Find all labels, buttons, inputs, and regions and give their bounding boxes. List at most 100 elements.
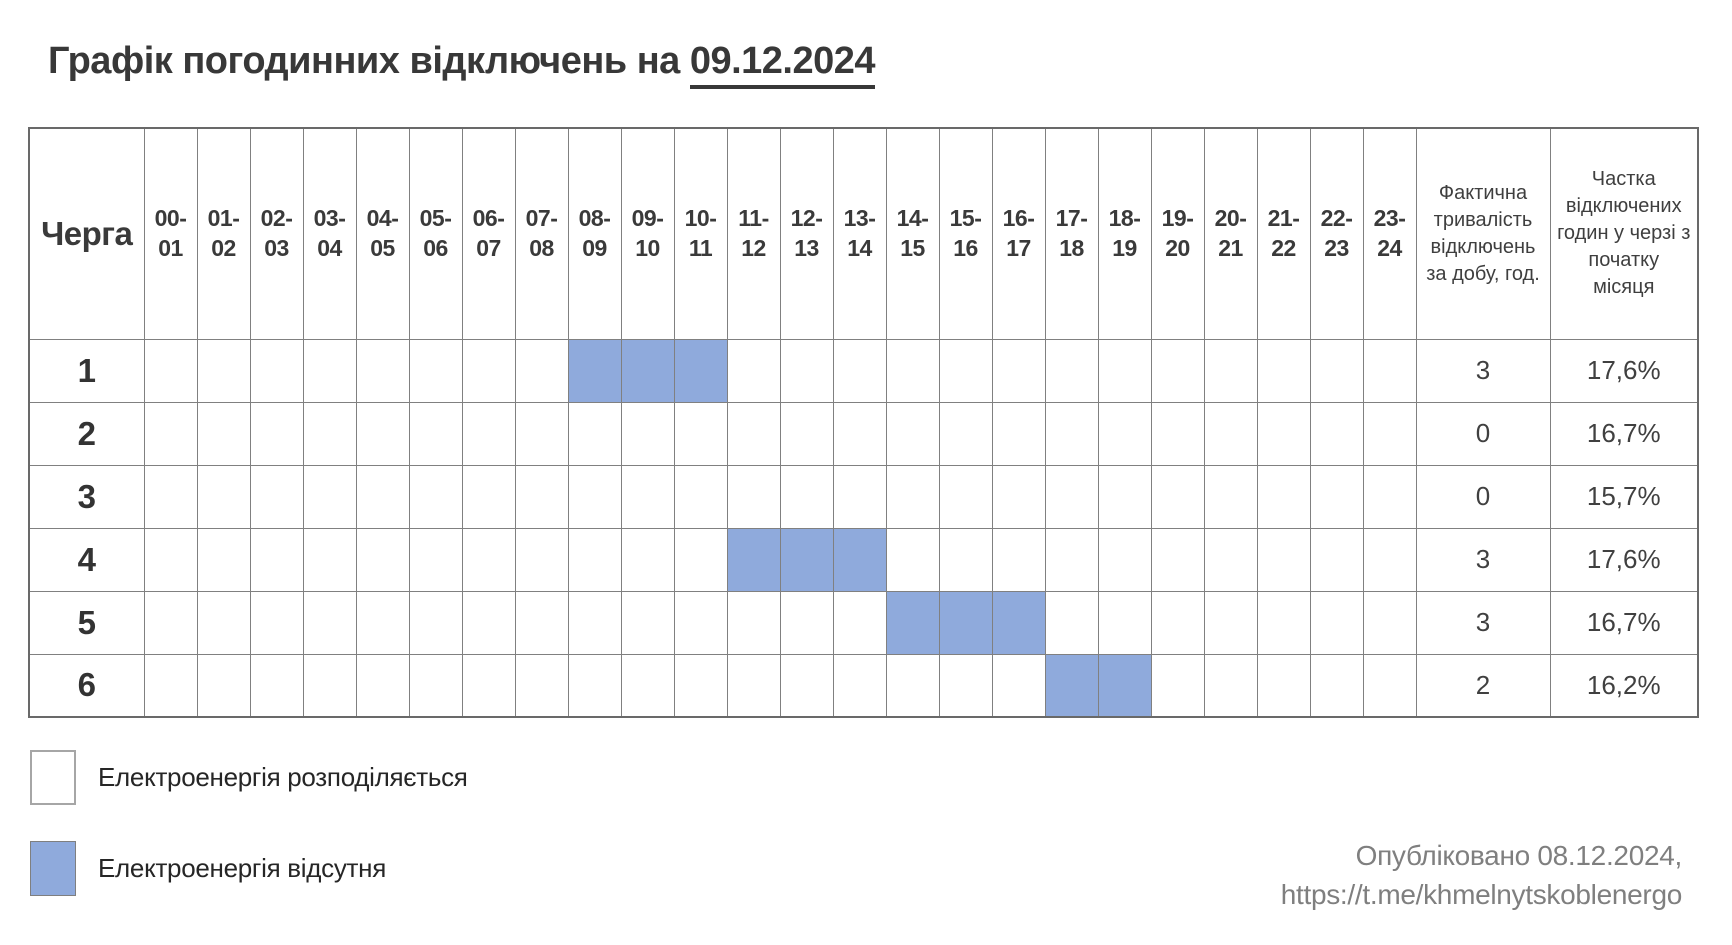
hour-column-header-15-16: 15- 16 xyxy=(938,127,993,340)
power-on-cell-queue3-20-21 xyxy=(1203,464,1258,529)
power-on-cell-queue2-04-05 xyxy=(355,401,410,466)
power-on-cell-queue2-16-17 xyxy=(991,401,1046,466)
hour-column-header-07-08: 07- 08 xyxy=(514,127,569,340)
power-on-cell-queue3-18-19 xyxy=(1097,464,1152,529)
power-on-cell-queue2-10-11 xyxy=(673,401,728,466)
power-on-cell-queue2-05-06 xyxy=(408,401,463,466)
power-on-cell-queue3-00-01 xyxy=(143,464,198,529)
power-on-cell-queue3-13-14 xyxy=(832,464,887,529)
queue-number: 4 xyxy=(28,527,145,592)
power-on-cell-queue4-16-17 xyxy=(991,527,1046,592)
power-on-cell-queue6-22-23 xyxy=(1309,653,1364,718)
duration-value: 3 xyxy=(1415,338,1551,403)
power-on-cell-queue4-03-04 xyxy=(302,527,357,592)
power-on-cell-queue2-18-19 xyxy=(1097,401,1152,466)
duration-value: 3 xyxy=(1415,590,1551,655)
power-on-cell-queue5-12-13 xyxy=(779,590,834,655)
power-on-cell-queue4-06-07 xyxy=(461,527,516,592)
hour-column-header-20-21: 20- 21 xyxy=(1203,127,1258,340)
outage-cell-queue5-16-17 xyxy=(991,590,1046,655)
power-on-cell-queue1-03-04 xyxy=(302,338,357,403)
power-on-cell-queue2-02-03 xyxy=(249,401,304,466)
power-on-cell-queue6-05-06 xyxy=(408,653,463,718)
power-on-cell-queue6-13-14 xyxy=(832,653,887,718)
outage-cell-queue6-17-18 xyxy=(1044,653,1099,718)
hour-column-header-18-19: 18- 19 xyxy=(1097,127,1152,340)
power-on-cell-queue6-15-16 xyxy=(938,653,993,718)
power-on-cell-queue2-22-23 xyxy=(1309,401,1364,466)
power-on-cell-queue6-10-11 xyxy=(673,653,728,718)
power-on-cell-queue6-06-07 xyxy=(461,653,516,718)
power-on-cell-queue3-15-16 xyxy=(938,464,993,529)
power-on-cell-queue1-19-20 xyxy=(1150,338,1205,403)
power-on-cell-queue5-21-22 xyxy=(1256,590,1311,655)
power-on-cell-queue5-11-12 xyxy=(726,590,781,655)
power-on-cell-queue4-20-21 xyxy=(1203,527,1258,592)
title-text: Графік погодинних відключень на xyxy=(48,40,690,82)
outage-cell-queue1-10-11 xyxy=(673,338,728,403)
power-on-cell-queue2-23-24 xyxy=(1362,401,1417,466)
outage-cell-queue5-14-15 xyxy=(885,590,940,655)
publication-note: Опубліковано 08.12.2024, https://t.me/kh… xyxy=(1281,836,1683,914)
power-on-cell-queue5-18-19 xyxy=(1097,590,1152,655)
power-on-cell-queue1-21-22 xyxy=(1256,338,1311,403)
power-on-cell-queue5-13-14 xyxy=(832,590,887,655)
power-on-cell-queue2-12-13 xyxy=(779,401,834,466)
outage-cell-queue5-15-16 xyxy=(938,590,993,655)
power-on-cell-queue3-03-04 xyxy=(302,464,357,529)
power-on-cell-queue3-06-07 xyxy=(461,464,516,529)
power-on-cell-queue5-22-23 xyxy=(1309,590,1364,655)
queue-number: 5 xyxy=(28,590,145,655)
queue-number: 1 xyxy=(28,338,145,403)
power-on-cell-queue1-17-18 xyxy=(1044,338,1099,403)
hour-column-header-03-04: 03- 04 xyxy=(302,127,357,340)
queue-number: 2 xyxy=(28,401,145,466)
power-on-cell-queue3-14-15 xyxy=(885,464,940,529)
hour-column-header-17-18: 17- 18 xyxy=(1044,127,1099,340)
queue-row-1: 1 3 17,6% xyxy=(28,338,1699,403)
queue-column-header: Черга xyxy=(28,127,145,340)
power-on-cell-queue6-08-09 xyxy=(567,653,622,718)
power-on-cell-queue3-11-12 xyxy=(726,464,781,529)
power-on-cell-queue3-16-17 xyxy=(991,464,1046,529)
header-row: Черга 00- 01 01- 02 02- 03 03- 04 04- 05 05- 06 06- 0… xyxy=(28,127,1699,340)
hour-column-header-00-01: 00- 01 xyxy=(143,127,198,340)
outage-cell-queue1-08-09 xyxy=(567,338,622,403)
power-on-cell-queue4-23-24 xyxy=(1362,527,1417,592)
power-on-cell-queue1-02-03 xyxy=(249,338,304,403)
power-on-cell-queue1-13-14 xyxy=(832,338,887,403)
power-on-cell-queue2-09-10 xyxy=(620,401,675,466)
power-on-cell-queue6-07-08 xyxy=(514,653,569,718)
power-on-cell-queue3-10-11 xyxy=(673,464,728,529)
power-on-cell-queue5-01-02 xyxy=(196,590,251,655)
queue-number: 3 xyxy=(28,464,145,529)
power-on-cell-queue2-11-12 xyxy=(726,401,781,466)
power-on-cell-queue2-19-20 xyxy=(1150,401,1205,466)
legend-label-power-available: Електроенергія розподіляється xyxy=(98,762,468,792)
power-on-cell-queue4-17-18 xyxy=(1044,527,1099,592)
share-value: 16,2% xyxy=(1549,653,1699,718)
power-on-cell-queue6-14-15 xyxy=(885,653,940,718)
power-on-cell-queue1-05-06 xyxy=(408,338,463,403)
power-on-cell-queue5-04-05 xyxy=(355,590,410,655)
duration-value: 0 xyxy=(1415,464,1551,529)
power-on-cell-queue4-14-15 xyxy=(885,527,940,592)
power-on-cell-queue5-19-20 xyxy=(1150,590,1205,655)
share-column-header: Частка відключених годин у черзі з почат… xyxy=(1549,127,1699,340)
power-on-cell-queue4-19-20 xyxy=(1150,527,1205,592)
power-on-cell-queue4-05-06 xyxy=(408,527,463,592)
hour-column-header-04-05: 04- 05 xyxy=(355,127,410,340)
duration-value: 0 xyxy=(1415,401,1551,466)
share-value: 16,7% xyxy=(1549,590,1699,655)
share-value: 17,6% xyxy=(1549,527,1699,592)
power-on-cell-queue5-17-18 xyxy=(1044,590,1099,655)
power-on-cell-queue1-04-05 xyxy=(355,338,410,403)
duration-value: 2 xyxy=(1415,653,1551,718)
power-on-cell-queue1-22-23 xyxy=(1309,338,1364,403)
hour-column-header-06-07: 06- 07 xyxy=(461,127,516,340)
hour-column-header-10-11: 10- 11 xyxy=(673,127,728,340)
hour-column-header-16-17: 16- 17 xyxy=(991,127,1046,340)
power-on-cell-queue6-21-22 xyxy=(1256,653,1311,718)
power-on-cell-queue4-08-09 xyxy=(567,527,622,592)
hour-column-header-09-10: 09- 10 xyxy=(620,127,675,340)
